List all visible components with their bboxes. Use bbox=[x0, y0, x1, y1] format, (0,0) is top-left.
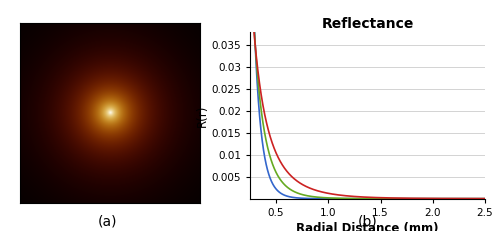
Title: Reflectance: Reflectance bbox=[322, 17, 414, 31]
X-axis label: Radial Distance (mm): Radial Distance (mm) bbox=[296, 222, 439, 231]
Y-axis label: R(r): R(r) bbox=[196, 104, 208, 127]
Text: (a): (a) bbox=[98, 215, 117, 229]
Text: (b): (b) bbox=[358, 215, 378, 229]
